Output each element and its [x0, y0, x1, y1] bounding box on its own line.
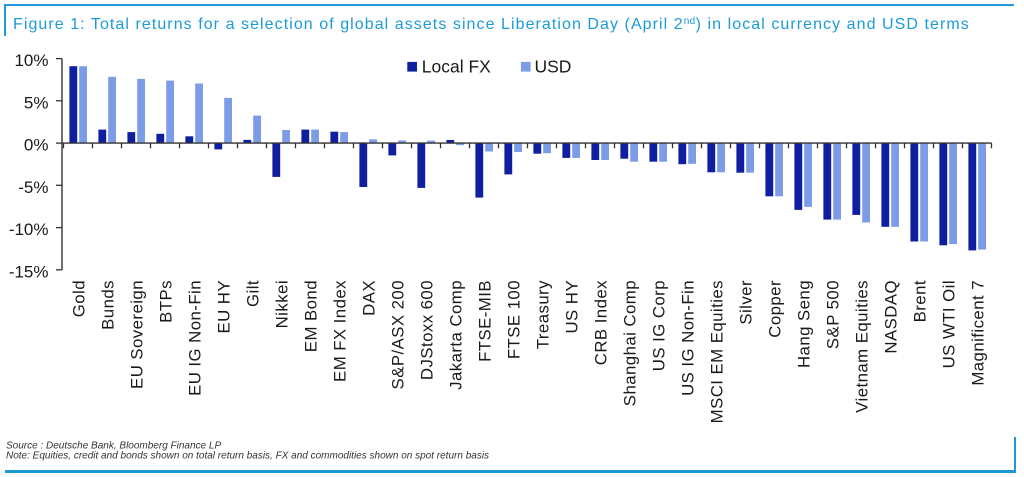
- svg-text:5%: 5%: [24, 93, 49, 112]
- svg-text:US WTI Oil: US WTI Oil: [940, 280, 959, 368]
- svg-text:Brent: Brent: [911, 280, 930, 322]
- svg-text:USD: USD: [535, 57, 572, 77]
- svg-text:NASDAQ: NASDAQ: [882, 280, 901, 354]
- svg-text:EU HY: EU HY: [215, 280, 234, 334]
- svg-text:Gilt: Gilt: [244, 280, 263, 307]
- svg-text:EU Sovereign: EU Sovereign: [128, 280, 147, 389]
- svg-text:-15%: -15%: [9, 262, 49, 281]
- svg-text:S&P 500: S&P 500: [824, 280, 843, 349]
- svg-text:EM FX Index: EM FX Index: [331, 280, 350, 382]
- svg-text:Source : Deutsche Bank, Bloomb: Source : Deutsche Bank, Bloomberg Financ…: [6, 441, 221, 452]
- svg-text:Magnificent 7: Magnificent 7: [969, 280, 988, 386]
- svg-text:FTSE 100: FTSE 100: [505, 280, 524, 359]
- svg-text:BTPs: BTPs: [157, 280, 176, 323]
- svg-text:Note: Equities, credit and bon: Note: Equities, credit and bonds shown o…: [6, 451, 489, 462]
- svg-text:DJStoxx 600: DJStoxx 600: [418, 280, 437, 380]
- svg-text:US HY: US HY: [563, 280, 582, 334]
- svg-text:FTSE-MIB: FTSE-MIB: [476, 280, 495, 362]
- svg-text:-10%: -10%: [9, 220, 49, 239]
- svg-text:Nikkei: Nikkei: [273, 280, 292, 328]
- svg-text:Hang Seng: Hang Seng: [795, 280, 814, 368]
- svg-text:Silver: Silver: [737, 280, 756, 325]
- svg-text:Jakarta Comp: Jakarta Comp: [447, 280, 466, 390]
- svg-text:MSCI EM Equities: MSCI EM Equities: [708, 280, 727, 423]
- svg-text:US IG Non-Fin: US IG Non-Fin: [679, 280, 698, 396]
- svg-text:EU IG Non-Fin: EU IG Non-Fin: [186, 280, 205, 396]
- svg-text:0%: 0%: [24, 136, 49, 155]
- svg-text:-5%: -5%: [18, 178, 48, 197]
- svg-text:Local FX: Local FX: [422, 57, 491, 77]
- svg-text:Vietnam Equities: Vietnam Equities: [853, 280, 872, 413]
- svg-text:Shanghai Comp: Shanghai Comp: [621, 280, 640, 406]
- svg-text:S&P/ASX 200: S&P/ASX 200: [389, 280, 408, 389]
- svg-text:Gold: Gold: [70, 280, 89, 317]
- svg-text:DAX: DAX: [360, 280, 379, 316]
- svg-text:Treasury: Treasury: [534, 280, 553, 349]
- svg-text:EM Bond: EM Bond: [302, 280, 321, 352]
- svg-text:10%: 10%: [14, 51, 48, 70]
- svg-text:Copper: Copper: [766, 280, 785, 338]
- svg-text:US IG Corp: US IG Corp: [650, 280, 669, 371]
- svg-text:CRB Index: CRB Index: [592, 280, 611, 365]
- svg-text:Bunds: Bunds: [99, 280, 118, 330]
